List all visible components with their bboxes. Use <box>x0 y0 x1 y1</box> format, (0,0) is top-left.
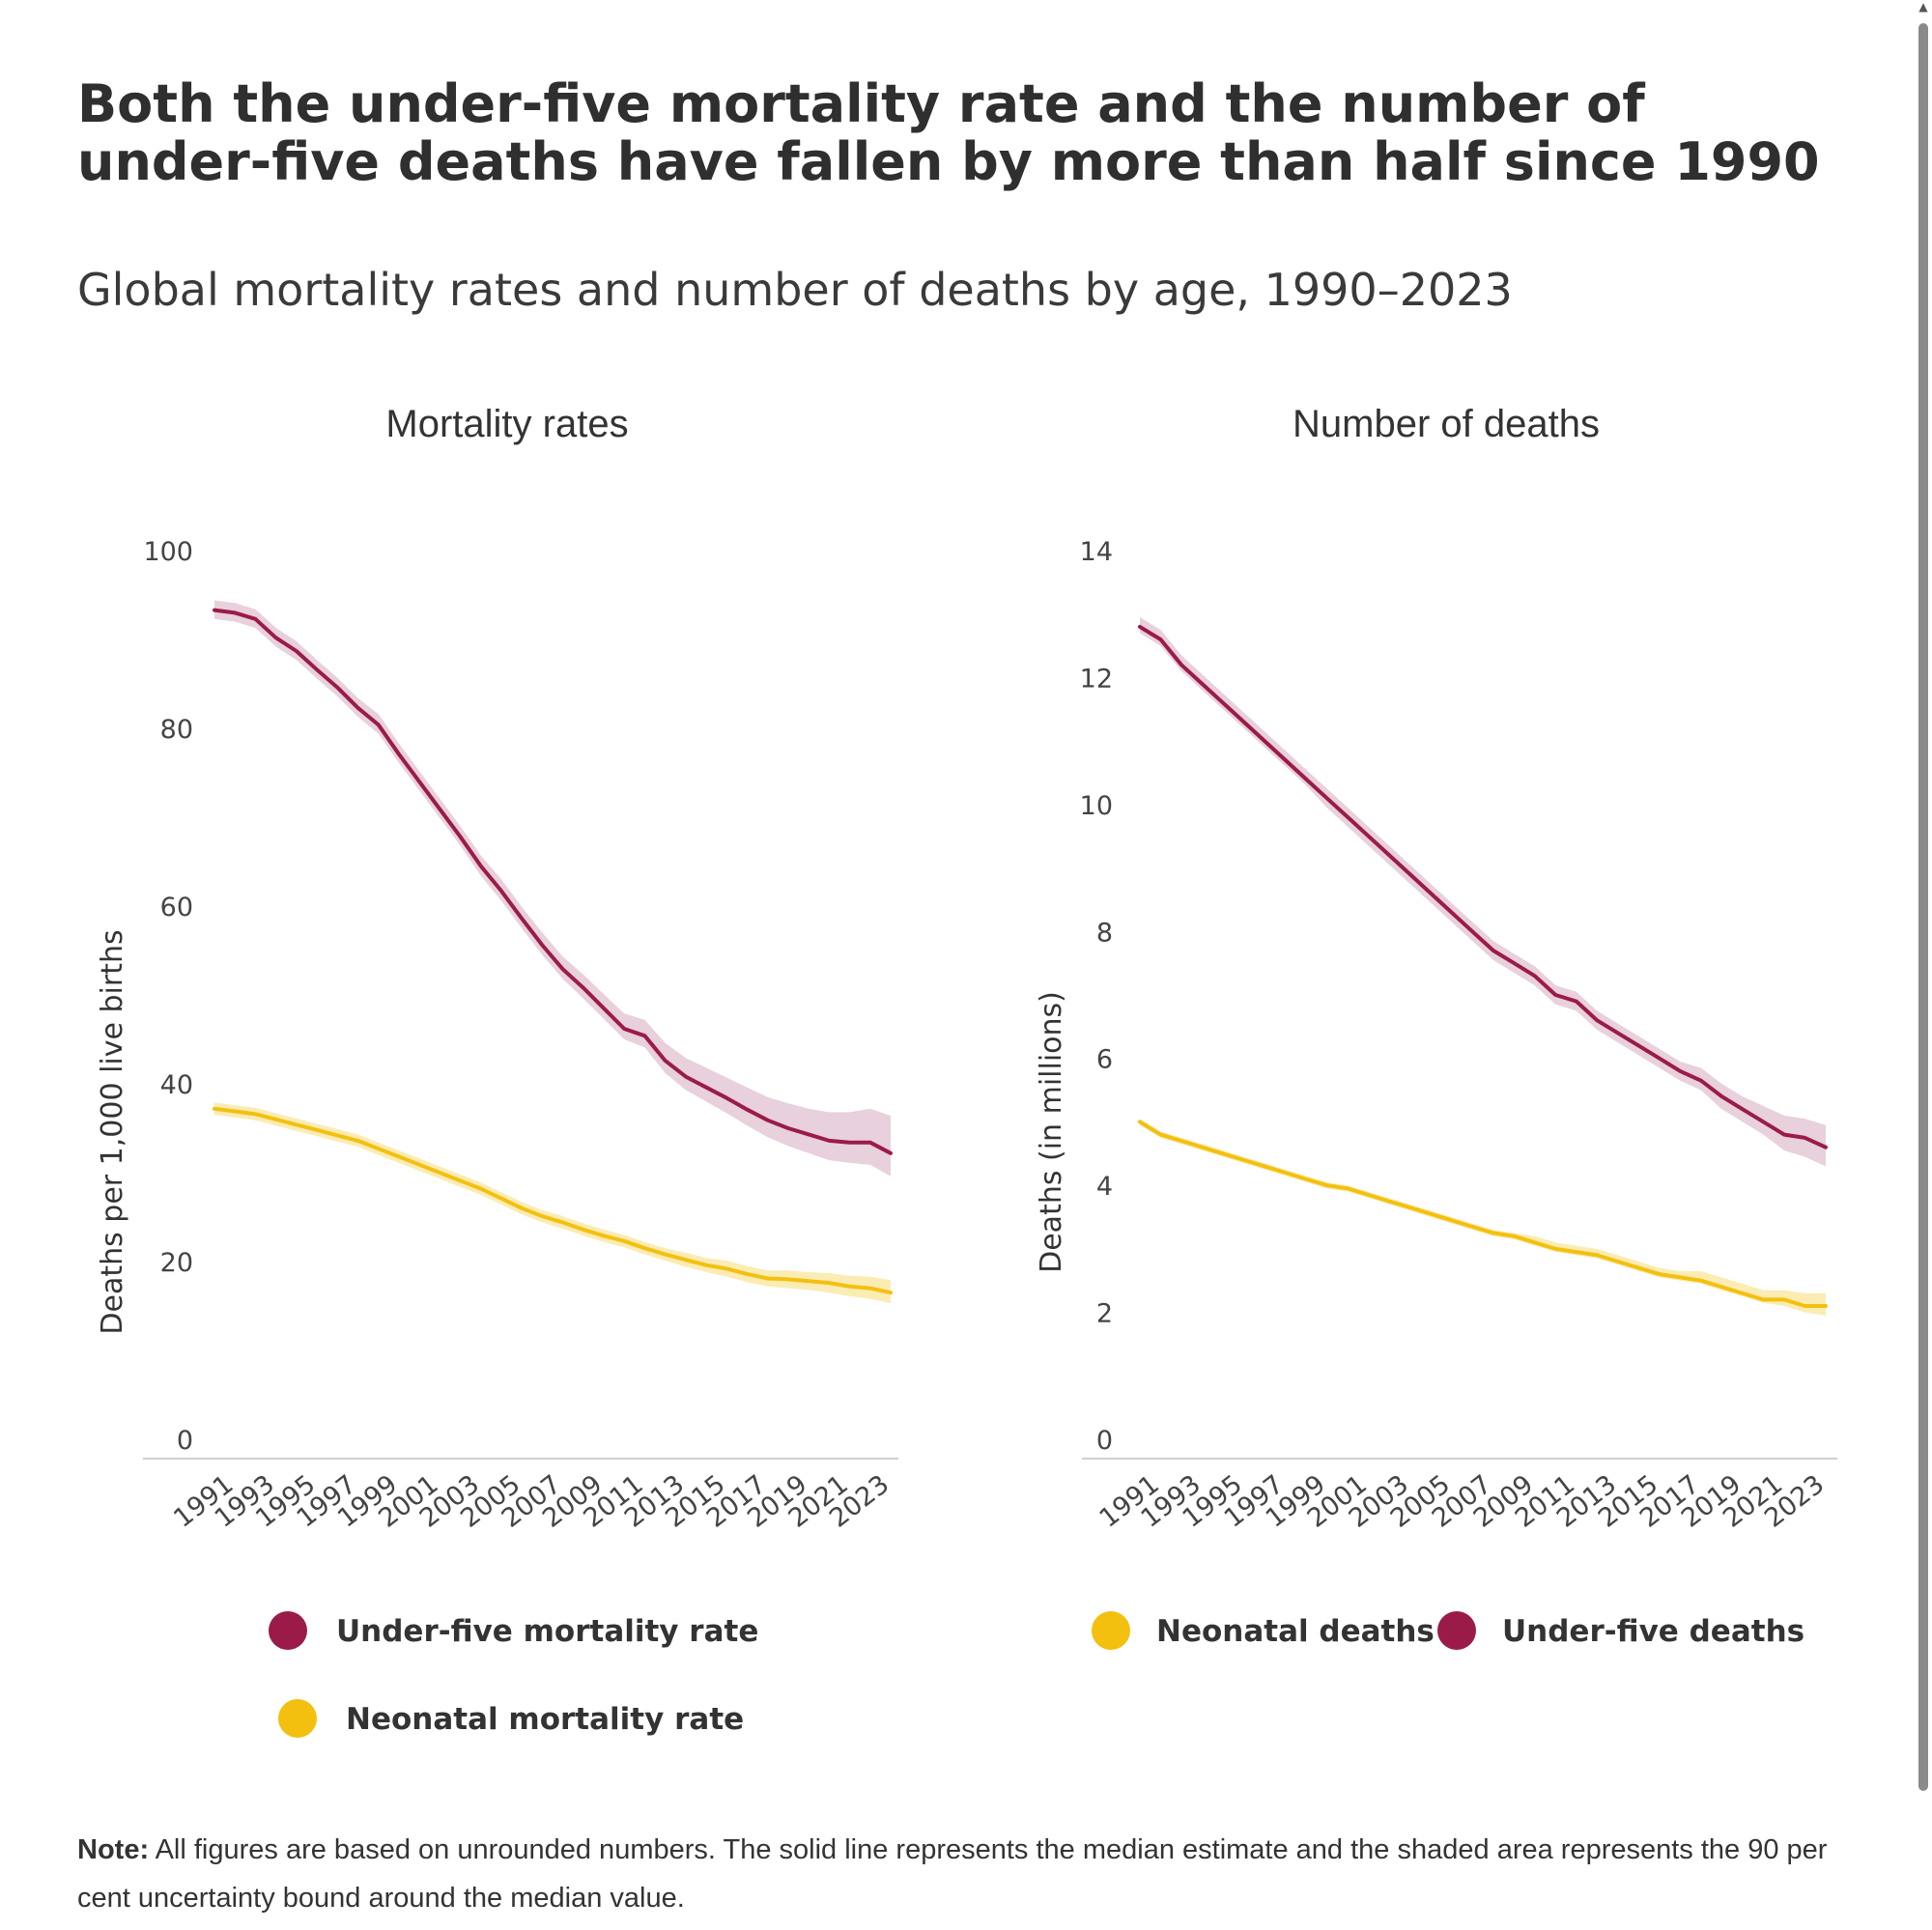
y-tick-label: 0 <box>1096 1426 1113 1456</box>
right-y-axis-title: Deaths (in millions) <box>1035 991 1068 1273</box>
left-y-ticks: 0 20 40 60 80 100 <box>143 537 193 1456</box>
number-of-deaths-panel: Number of deaths Deaths (in millions) 0 2… <box>1035 403 1837 1650</box>
left-panel-title: Mortality rates <box>385 403 628 445</box>
right-y-ticks: 0 2 4 6 8 10 12 14 <box>1080 537 1113 1456</box>
note-label: Note: <box>77 1834 150 1865</box>
legend-swatch-under-five-rate <box>269 1611 307 1650</box>
right-x-ticks: 1991199319951997199920012003200520072009… <box>1094 1469 1831 1534</box>
y-tick-label: 4 <box>1096 1172 1113 1202</box>
y-tick-label: 14 <box>1080 537 1113 567</box>
legend-swatch-neonatal-deaths <box>1092 1611 1130 1650</box>
y-tick-label: 10 <box>1080 791 1113 821</box>
left-legend: Under-five mortality rate Neonatal morta… <box>269 1611 758 1738</box>
y-tick-label: 100 <box>143 537 193 567</box>
y-tick-label: 80 <box>160 715 193 745</box>
band-neonatal-deaths <box>1140 1119 1826 1316</box>
line-neonatal-rate <box>213 1106 893 1295</box>
legend-label-under-five-deaths: Under-five deaths <box>1502 1614 1804 1649</box>
left-x-ticks: 1991199319951997199920012003200520072009… <box>168 1469 895 1534</box>
band-under-five-rate <box>214 600 891 1177</box>
left-y-axis-title: Deaths per 1,000 live births <box>96 929 129 1334</box>
note-text: All figures are based on unrounded numbe… <box>77 1834 1828 1914</box>
right-legend: Neonatal deaths Under-five deaths <box>1092 1611 1804 1650</box>
left-series-lines <box>213 608 893 1295</box>
legend-label-neonatal-rate: Neonatal mortality rate <box>346 1702 744 1737</box>
vertical-scrollbar[interactable] <box>1918 23 1928 1791</box>
y-tick-label: 6 <box>1096 1045 1113 1075</box>
legend-swatch-under-five-deaths <box>1437 1611 1476 1650</box>
right-uncertainty-bands <box>1140 617 1826 1316</box>
y-tick-label: 8 <box>1096 918 1113 948</box>
charts-figure: Mortality rates Deaths per 1,000 live bi… <box>96 403 1837 1738</box>
y-tick-label: 2 <box>1096 1299 1113 1329</box>
mortality-rates-panel: Mortality rates Deaths per 1,000 live bi… <box>96 403 898 1738</box>
right-series-lines <box>1138 624 1828 1308</box>
page-title: Both the under-five mortality rate and t… <box>77 73 1820 192</box>
page-subtitle: Global mortality rates and number of dea… <box>77 264 1513 316</box>
legend-label-neonatal-deaths: Neonatal deaths <box>1156 1614 1435 1649</box>
y-tick-label: 0 <box>177 1426 193 1456</box>
y-tick-label: 40 <box>160 1070 193 1100</box>
note: Note: All figures are based on unrounded… <box>77 1826 1855 1922</box>
y-tick-label: 20 <box>160 1248 193 1278</box>
y-tick-label: 12 <box>1080 664 1113 694</box>
left-uncertainty-bands <box>214 600 891 1304</box>
legend-label-under-five-rate: Under-five mortality rate <box>336 1614 758 1649</box>
band-under-five-deaths <box>1140 617 1826 1167</box>
scroll-up-arrow-icon[interactable]: ▲ <box>1918 0 1928 14</box>
legend-swatch-neonatal-rate <box>278 1699 317 1738</box>
line-neonatal-deaths <box>1138 1120 1828 1308</box>
right-panel-title: Number of deaths <box>1293 403 1600 445</box>
line-under-five-rate <box>213 608 893 1155</box>
line-under-five-deaths <box>1138 624 1828 1149</box>
y-tick-label: 60 <box>160 893 193 922</box>
